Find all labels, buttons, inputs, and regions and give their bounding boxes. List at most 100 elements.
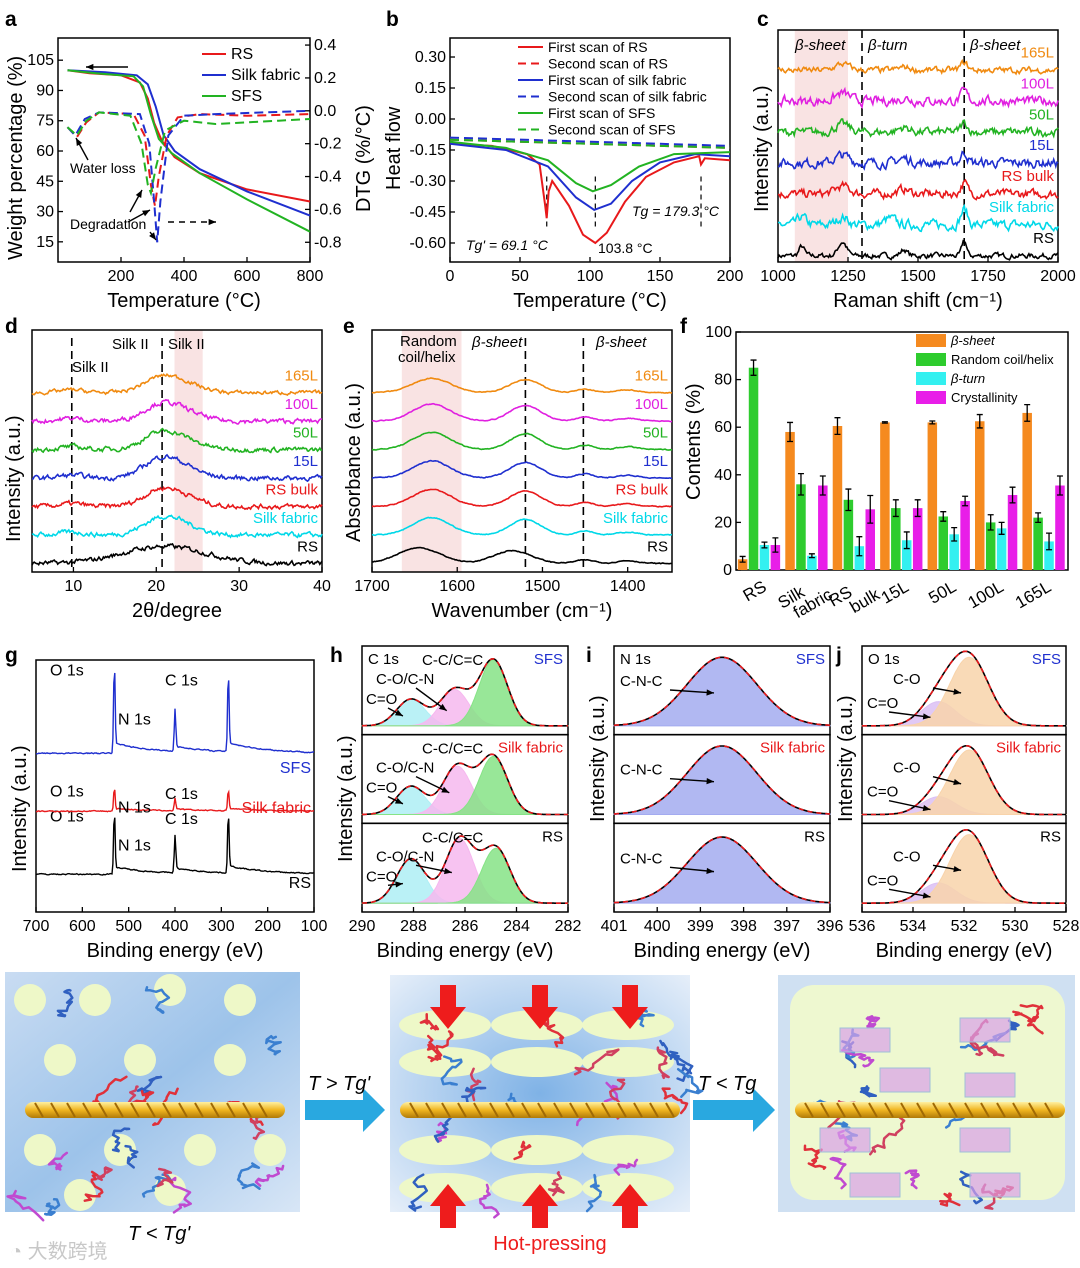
crystalline-domain <box>964 1072 1016 1098</box>
component-label: C-N-C <box>620 762 663 779</box>
press-arrow-down-icon <box>612 985 648 1029</box>
component-label: C=O <box>366 868 397 885</box>
protein-chain <box>478 1183 500 1219</box>
protein-chain <box>547 1171 565 1197</box>
x-tick-label: 2000 <box>1040 268 1076 285</box>
protein-chain <box>829 1156 847 1190</box>
series-line-rs <box>67 69 311 203</box>
trace-label: Silk fabric <box>242 800 311 817</box>
watermark: ◔ 大数跨境 <box>10 1240 108 1263</box>
core-level-title: N 1s <box>620 651 651 668</box>
y-tick-label: 100 <box>705 324 732 341</box>
fiber-twist <box>665 1102 675 1118</box>
x-tick-label: 1500 <box>525 578 561 595</box>
silk-fiber <box>400 1102 680 1118</box>
spectrum-rs <box>777 239 1059 261</box>
y-tick-label: 45 <box>36 173 54 190</box>
x-tick-label: 286 <box>452 918 479 935</box>
trace-label: RS bulk <box>265 482 318 499</box>
peak-label: C 1s <box>165 786 198 803</box>
bar <box>785 431 795 570</box>
x-tick-label: 400 <box>171 268 198 285</box>
bar <box>737 559 748 570</box>
category-label: 100L <box>965 577 1007 612</box>
component-label: C-C/C=C <box>422 829 483 846</box>
legend-label: First scan of RS <box>548 39 648 55</box>
bar <box>1055 485 1065 570</box>
protein-chain <box>969 1036 1005 1057</box>
peak-label: N 1s <box>118 837 151 854</box>
bar <box>832 426 843 570</box>
subplot-label: RS <box>542 828 563 845</box>
spectrum-rs <box>371 546 673 565</box>
protein-chain <box>939 1192 961 1207</box>
pointer-arrow-icon <box>415 687 448 712</box>
error-bar <box>892 499 899 518</box>
error-bar <box>834 417 841 435</box>
x-tick-label: 1000 <box>760 268 796 285</box>
spectrum-rs-bulk <box>371 488 673 508</box>
series-line-sfs-dtg <box>66 111 311 197</box>
trace-label: RS <box>289 875 311 892</box>
x-tick-label: 150 <box>647 268 674 285</box>
free-volume-sphere <box>44 1044 76 1076</box>
x-tick-label: 800 <box>297 268 324 285</box>
region-label: Silk II <box>112 336 149 353</box>
x-axis-title: 2θ/degree <box>132 600 222 622</box>
spectrum-sfs <box>35 672 315 755</box>
protein-chain <box>236 1162 261 1190</box>
free-volume-sphere <box>79 984 111 1016</box>
arrow-icon <box>129 189 143 213</box>
free-volume-sphere <box>64 1179 96 1211</box>
fiber-twist <box>226 1102 236 1118</box>
fiber-twist <box>1012 1102 1022 1118</box>
y-tick-label: 0.2 <box>314 70 336 87</box>
fiber-twist <box>804 1102 814 1118</box>
bar <box>770 545 781 570</box>
protein-chain <box>865 1015 881 1029</box>
protein-chain <box>869 1116 906 1156</box>
y-tick-label: 0.30 <box>415 49 446 66</box>
spectrum-rs <box>35 817 315 876</box>
compressed-sphere <box>399 1047 491 1077</box>
spectrum-100l <box>371 402 673 423</box>
fit-line <box>361 657 568 727</box>
y-axis-title: Intensity (a.u.) <box>751 85 773 212</box>
arrow-head <box>149 232 156 240</box>
transition-arrow-icon <box>305 1088 385 1132</box>
fiber-twist <box>916 1102 926 1118</box>
fiber-twist <box>489 1102 499 1118</box>
legend-label: β-sheet <box>950 333 996 348</box>
annotation: Tg = 179.3 °C <box>632 203 720 219</box>
bar <box>1044 541 1054 570</box>
arrow-icon <box>75 137 89 161</box>
trace-label: 15L <box>1029 137 1054 154</box>
error-bar <box>856 536 863 557</box>
region-label: β-sheet <box>794 37 846 54</box>
press-arrow-down-icon <box>430 985 466 1029</box>
x-tick-label: 30 <box>230 578 248 595</box>
protein-chain <box>841 1049 875 1068</box>
x-tick-label: 100 <box>301 918 328 935</box>
legend-label: Silk fabric <box>231 67 300 84</box>
fiber-twist <box>1028 1102 1038 1118</box>
fit-line <box>614 836 830 904</box>
protein-chain <box>144 986 171 1014</box>
protein-chain <box>156 1167 174 1188</box>
component-label: C-O/C-N <box>376 848 434 865</box>
error-bar <box>1046 532 1053 551</box>
legend-swatch <box>916 334 946 347</box>
panel-letter: j <box>835 644 842 667</box>
region-label: Silk II <box>168 336 205 353</box>
error-bar <box>1035 512 1042 524</box>
compressed-sphere <box>399 1135 491 1165</box>
error-bar <box>940 511 947 522</box>
bar <box>927 422 938 570</box>
spectrum-165l <box>31 372 323 396</box>
bar <box>880 422 890 570</box>
fiber-twist <box>114 1102 124 1118</box>
fiber-twist <box>649 1102 659 1118</box>
pointer-arrow-icon <box>888 888 931 899</box>
x-axis-title: Binding energy (eV) <box>634 940 811 962</box>
